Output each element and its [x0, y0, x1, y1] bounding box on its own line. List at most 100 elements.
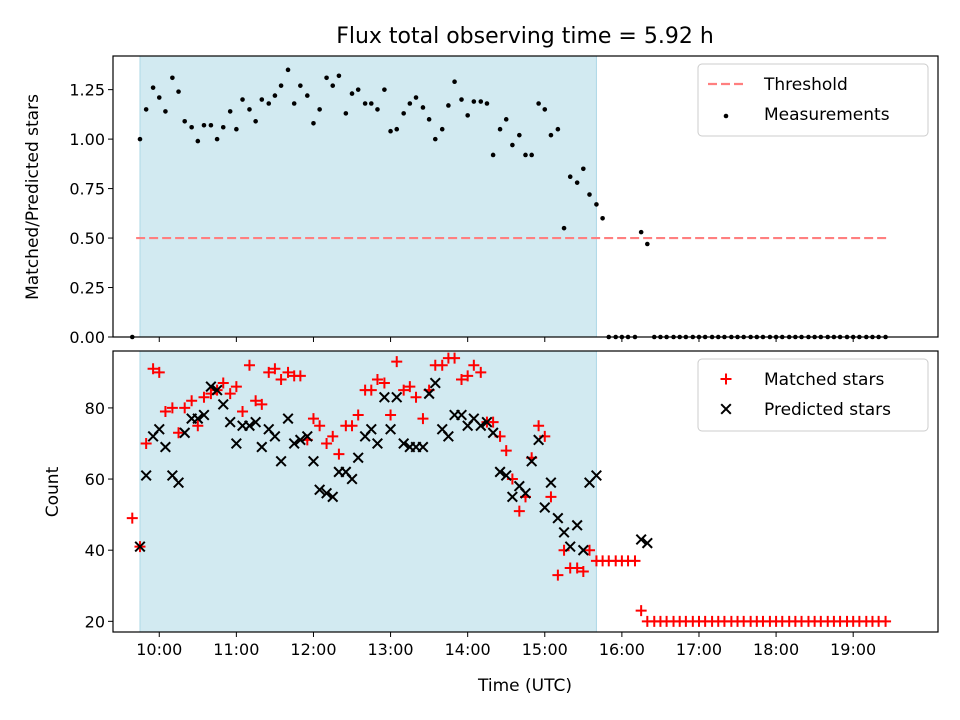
measurement-point — [420, 105, 426, 110]
matched-stars-point — [629, 555, 641, 567]
measurement-point — [201, 122, 207, 128]
y-tick-label-top: 0.25 — [69, 279, 105, 298]
predicted-stars-point — [275, 455, 287, 467]
x-tick-label: 14:00 — [445, 640, 491, 659]
legend-box-top — [697, 63, 929, 137]
predicted-stars-point — [423, 388, 435, 400]
predicted-stars-point — [301, 430, 313, 442]
predicted-stars-point — [429, 377, 441, 389]
matched-stars-point — [224, 388, 236, 400]
predicted-stars-point — [269, 430, 281, 442]
measurement-point — [324, 75, 329, 81]
matched-stars-point — [378, 377, 390, 389]
matched-stars-point — [371, 373, 383, 385]
measurement-point — [195, 138, 201, 144]
matched-stars-point — [398, 384, 410, 396]
matched-stars-point — [410, 391, 422, 403]
predicted-stars-point — [545, 477, 557, 489]
y-tick-label-top: 0.00 — [69, 328, 105, 347]
measurement-point — [600, 215, 605, 221]
x-tick-label: 15:00 — [522, 640, 568, 659]
measurement-point — [484, 101, 490, 106]
legend-predicted-swatch — [720, 403, 732, 415]
matched-stars-point — [577, 566, 589, 578]
matched-stars-point — [487, 416, 499, 428]
predicted-stars-point — [211, 384, 223, 396]
measurement-point — [182, 119, 188, 124]
x-tick-label: 16:00 — [599, 640, 645, 659]
measurement-point — [452, 79, 457, 85]
predicted-stars-point — [455, 409, 468, 421]
legend-label: Matched stars — [764, 370, 884, 390]
measurement-point — [240, 97, 245, 102]
y-tick-label-top: 1.00 — [69, 130, 105, 149]
predicted-stars-point — [205, 381, 217, 393]
matched-stars-point — [192, 420, 204, 432]
measurement-point — [362, 101, 368, 106]
matched-stars-point — [571, 562, 583, 574]
measurement-point — [497, 126, 503, 132]
measurement-point — [594, 202, 599, 207]
predicted-stars-point — [558, 526, 570, 538]
matched-stars-point — [250, 395, 262, 407]
predicted-stars-point — [590, 469, 602, 482]
predicted-stars-point — [564, 541, 576, 553]
measurement-point — [471, 99, 477, 104]
matched-stars-point — [545, 491, 557, 503]
measurement-point — [574, 180, 580, 185]
predicted-stars-point — [494, 466, 506, 478]
measurement-point — [304, 93, 310, 98]
matched-stars-point — [385, 409, 397, 421]
measurement-point — [446, 103, 451, 108]
predicted-stars-point — [417, 441, 429, 453]
predicted-stars-point — [635, 534, 647, 546]
legend-measurements-swatch — [723, 113, 729, 119]
measurement-point — [432, 136, 438, 142]
predicted-stars-point — [282, 413, 294, 425]
y-tick-label-bottom: 40 — [85, 541, 105, 560]
measurement-point — [234, 126, 239, 132]
measurement-point — [137, 136, 143, 142]
matched-stars-point — [173, 427, 185, 439]
measurement-point — [291, 101, 297, 106]
y-tick-label-bottom: 20 — [85, 612, 105, 631]
measurement-point — [336, 73, 342, 79]
measurement-point — [439, 126, 445, 132]
measurement-point — [266, 101, 272, 106]
matched-stars-point — [263, 366, 275, 378]
matched-stars-point — [468, 359, 480, 371]
x-tick-label: 10:00 — [136, 640, 182, 659]
matched-stars-point — [198, 391, 210, 403]
matched-stars-point — [500, 445, 512, 457]
predicted-stars-point — [481, 416, 493, 428]
measurement-point — [298, 83, 303, 88]
measurement-point — [407, 101, 413, 106]
measurement-point — [368, 101, 374, 106]
measurement-point — [311, 120, 316, 126]
y-tick-label-bottom: 80 — [85, 399, 105, 418]
x-axis-label: Time (UTC) — [477, 676, 572, 696]
predicted-stars-point — [179, 427, 191, 439]
predicted-stars-point — [250, 416, 262, 428]
matched-stars-point — [153, 366, 165, 378]
matched-stars-point — [159, 405, 171, 417]
x-tick-label: 13:00 — [368, 640, 414, 659]
y-tick-label-top: 0.50 — [69, 229, 105, 248]
matched-stars-point — [314, 420, 326, 432]
measurement-point — [394, 126, 400, 132]
matched-stars-point — [147, 363, 159, 375]
measurement-point — [343, 111, 349, 116]
matched-stars-point — [533, 420, 545, 432]
measurement-point — [465, 113, 470, 118]
measurement-point — [285, 67, 291, 73]
measurement-point — [150, 85, 156, 90]
axes-frame-bottom — [112, 350, 939, 633]
matched-stars-point — [391, 356, 403, 368]
measurement-point — [388, 128, 393, 134]
y-tick-label-top: 1.25 — [69, 81, 105, 100]
measurement-point — [170, 75, 175, 81]
matched-stars-point — [217, 377, 229, 389]
measurement-point — [208, 122, 214, 128]
measurement-point — [259, 97, 265, 102]
measurement-point — [355, 87, 361, 92]
